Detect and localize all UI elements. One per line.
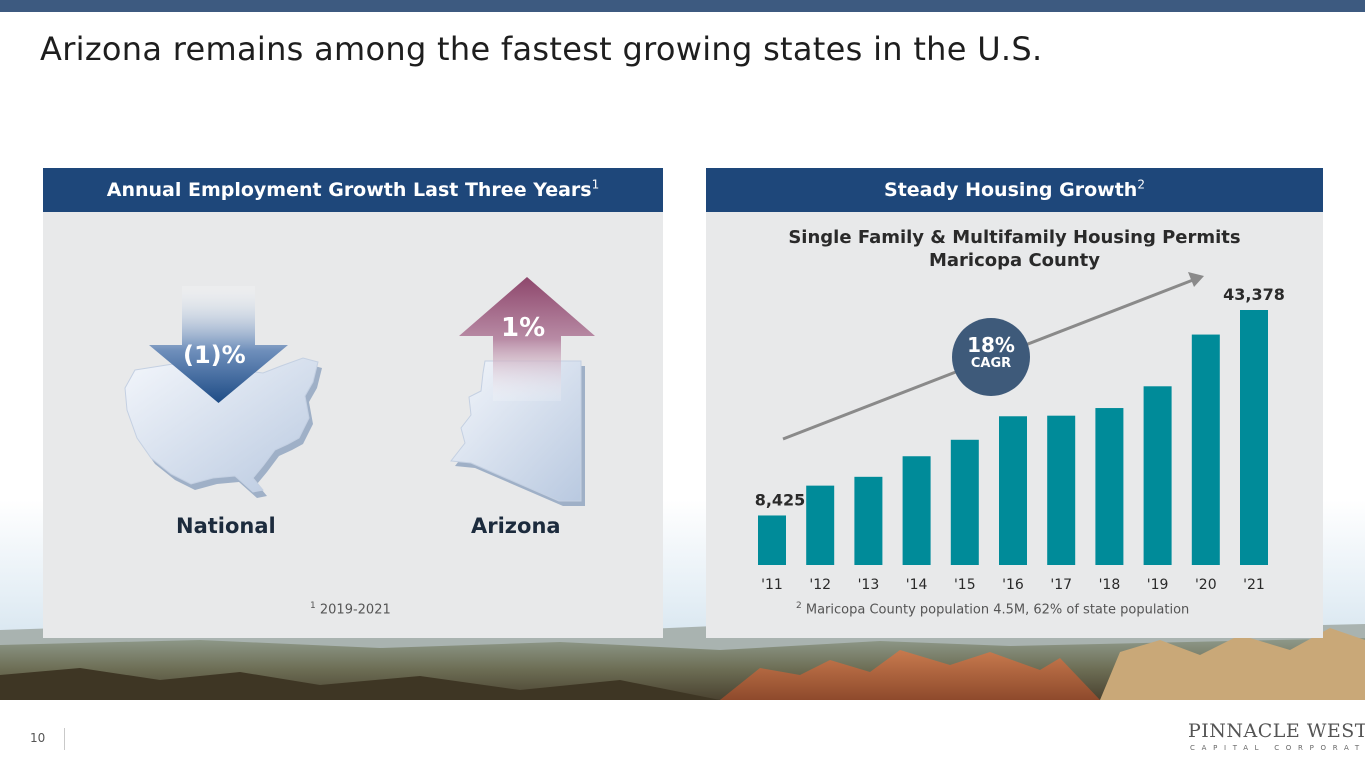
footer-strip bbox=[0, 700, 1365, 768]
x-tick-label-9: '20 bbox=[1195, 577, 1217, 593]
page-number: 10 bbox=[30, 731, 46, 745]
housing-growth-panel: Steady Housing Growth2 Single Family & M… bbox=[706, 168, 1323, 638]
footnote-ref-1: 1 bbox=[591, 177, 600, 192]
data-label-last: 43,378 bbox=[1223, 285, 1285, 304]
arizona-growth-value: 1% bbox=[501, 313, 546, 343]
slide-title: Arizona remains among the fastest growin… bbox=[40, 30, 1043, 68]
us-map-icon bbox=[124, 286, 322, 498]
bar-7 bbox=[1095, 408, 1124, 565]
footnote-ref-2: 2 bbox=[1137, 177, 1145, 192]
cagr-label: CAGR bbox=[970, 356, 1012, 371]
top-accent-bar bbox=[0, 0, 1365, 12]
footnote-1-marker: 1 bbox=[310, 601, 316, 611]
x-tick-label-2: '13 bbox=[858, 577, 880, 593]
chart-title-line: Single Family & Multifamily Housing Perm… bbox=[788, 227, 1241, 248]
housing-header-text: Steady Housing Growth bbox=[884, 179, 1138, 201]
company-logo: PINNACLE WEST bbox=[1188, 720, 1365, 742]
bar-1 bbox=[806, 485, 835, 565]
national-growth-value: (1)% bbox=[183, 341, 246, 369]
data-label-first: 8,425 bbox=[755, 490, 806, 509]
footnote-2-marker: 2 bbox=[796, 601, 802, 611]
bar-2 bbox=[854, 476, 883, 565]
housing-footnote: 2 Maricopa County population 4.5M, 62% o… bbox=[796, 601, 1189, 617]
x-tick-label-8: '19 bbox=[1147, 577, 1169, 593]
chart-title: Single Family & Multifamily Housing Perm… bbox=[706, 226, 1323, 272]
x-tick-label-10: '21 bbox=[1243, 577, 1265, 593]
employment-footnote: 1 2019-2021 bbox=[310, 601, 391, 617]
employment-header-text: Annual Employment Growth Last Three Year… bbox=[106, 179, 592, 201]
x-tick-label-7: '18 bbox=[1099, 577, 1121, 593]
x-tick-label-1: '12 bbox=[809, 577, 831, 593]
cagr-value: 18% bbox=[967, 333, 1015, 357]
x-tick-label-5: '16 bbox=[1002, 577, 1024, 593]
x-tick-label-6: '17 bbox=[1050, 577, 1072, 593]
arizona-map-icon bbox=[450, 277, 595, 506]
bar-3 bbox=[902, 456, 931, 565]
housing-panel-header: Steady Housing Growth2 bbox=[706, 168, 1323, 212]
bar-0 bbox=[758, 515, 786, 565]
housing-permits-chart: '11 '12 '13 '14 '15 '16 '17 '18 '19 '20 '21 8,425 43… bbox=[755, 272, 1285, 593]
bar-9 bbox=[1191, 334, 1220, 565]
national-label: National bbox=[176, 514, 276, 538]
bar-4 bbox=[950, 439, 979, 565]
bar-5 bbox=[999, 416, 1027, 565]
page-number-divider bbox=[64, 728, 65, 750]
footnote-2-text: Maricopa County population 4.5M, 62% of … bbox=[805, 602, 1190, 618]
arizona-label: Arizona bbox=[471, 514, 561, 538]
bar-6 bbox=[1047, 415, 1076, 565]
x-tick-label-4: '15 bbox=[954, 577, 976, 593]
employment-growth-panel: Annual Employment Growth Last Three Year… bbox=[43, 168, 663, 638]
cagr-badge: 18% CAGR bbox=[952, 318, 1030, 396]
x-tick-label-0: '11 bbox=[761, 577, 783, 593]
bar-8 bbox=[1143, 386, 1172, 565]
employment-panel-header: Annual Employment Growth Last Three Year… bbox=[43, 168, 663, 212]
bar-10 bbox=[1240, 310, 1268, 565]
chart-subtitle-line: Maricopa County bbox=[929, 250, 1100, 271]
footnote-1-text: 2019-2021 bbox=[319, 602, 391, 618]
x-tick-label-3: '14 bbox=[906, 577, 928, 593]
company-logo-subtitle: CAPITAL CORPORATION bbox=[1190, 744, 1365, 752]
